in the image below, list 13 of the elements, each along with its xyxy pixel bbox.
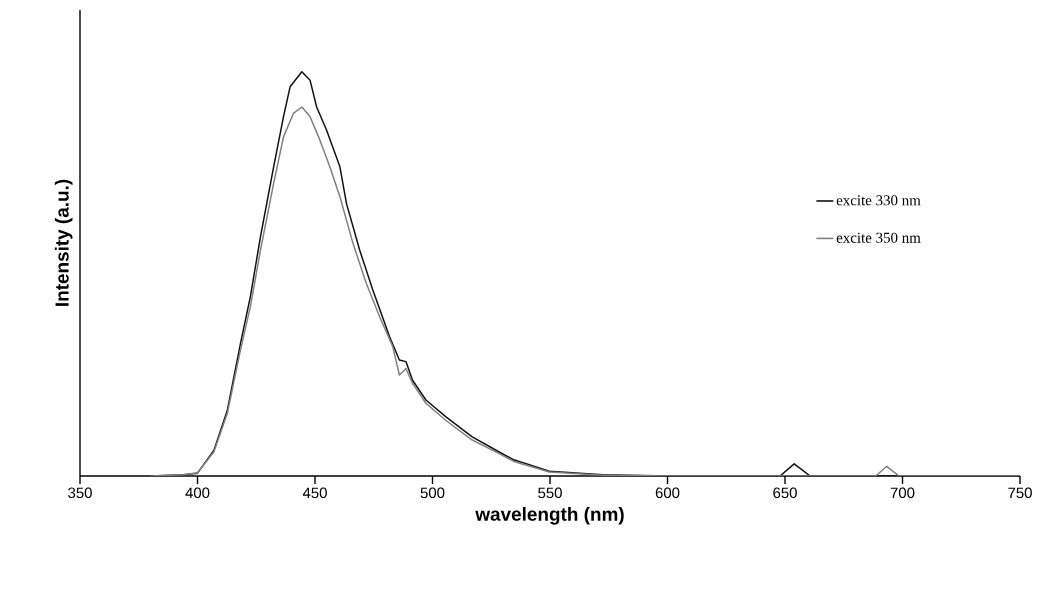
x-axis-title: wavelength (nm)	[475, 506, 624, 525]
x-tick-label: 450	[302, 487, 327, 499]
legend-label: excite 350 nm	[836, 232, 921, 243]
x-tick-label: 700	[890, 487, 915, 499]
x-tick-label: 750	[1008, 487, 1032, 499]
x-tick-label: 600	[655, 487, 680, 499]
legend-label: excite 330 nm	[836, 195, 921, 206]
x-tick-label: 500	[420, 487, 445, 499]
x-tick-label: 650	[773, 487, 797, 499]
x-tick-label: 350	[68, 487, 92, 499]
x-tick-label: 400	[185, 487, 210, 499]
y-axis-title: Intensity (a.u.)	[54, 179, 73, 306]
x-tick-label: 550	[538, 487, 562, 499]
